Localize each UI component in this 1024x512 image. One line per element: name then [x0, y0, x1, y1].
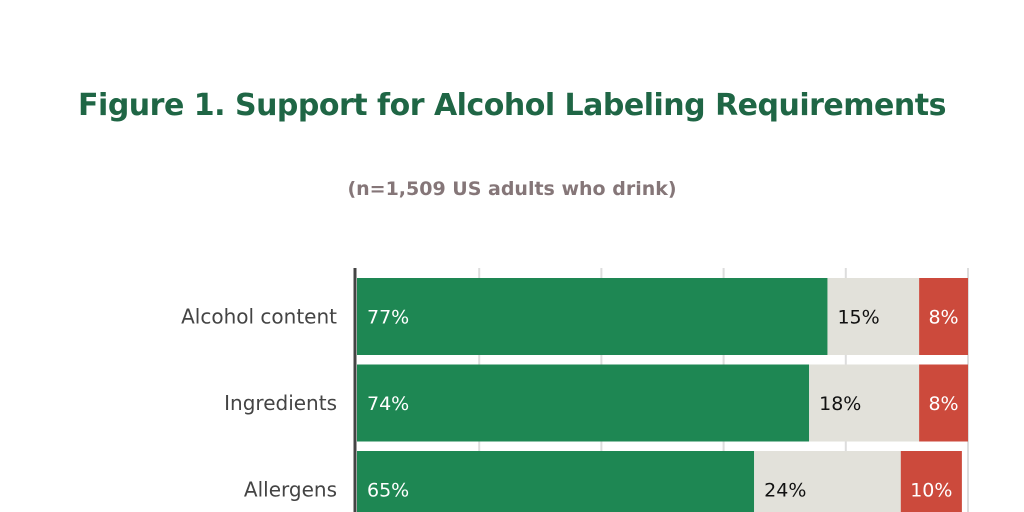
data-label: 8% — [928, 307, 958, 329]
bar-segment — [754, 451, 901, 512]
bar-segment — [919, 278, 968, 355]
data-label: 15% — [837, 307, 879, 329]
chart-title: Figure 1. Support for Alcohol Labeling R… — [78, 88, 946, 123]
bar-segment — [827, 278, 920, 355]
category-label: Allergens — [244, 478, 337, 502]
data-label: 74% — [367, 393, 409, 415]
data-label: 65% — [367, 480, 409, 502]
bar-segment — [900, 451, 962, 512]
data-label: 8% — [928, 393, 958, 415]
bar-segment — [357, 451, 755, 512]
bar-segment — [357, 278, 828, 355]
category-label: Alcohol content — [181, 305, 337, 329]
data-label: 24% — [764, 480, 806, 502]
bar-segment — [357, 364, 810, 442]
data-label: 77% — [367, 307, 409, 329]
bar-segment — [919, 364, 968, 442]
bar-segment — [809, 364, 920, 442]
data-label: 18% — [819, 393, 861, 415]
data-label: 10% — [910, 480, 952, 502]
chart-subtitle: (n=1,509 US adults who drink) — [347, 178, 677, 200]
category-label: Ingredients — [224, 391, 337, 415]
